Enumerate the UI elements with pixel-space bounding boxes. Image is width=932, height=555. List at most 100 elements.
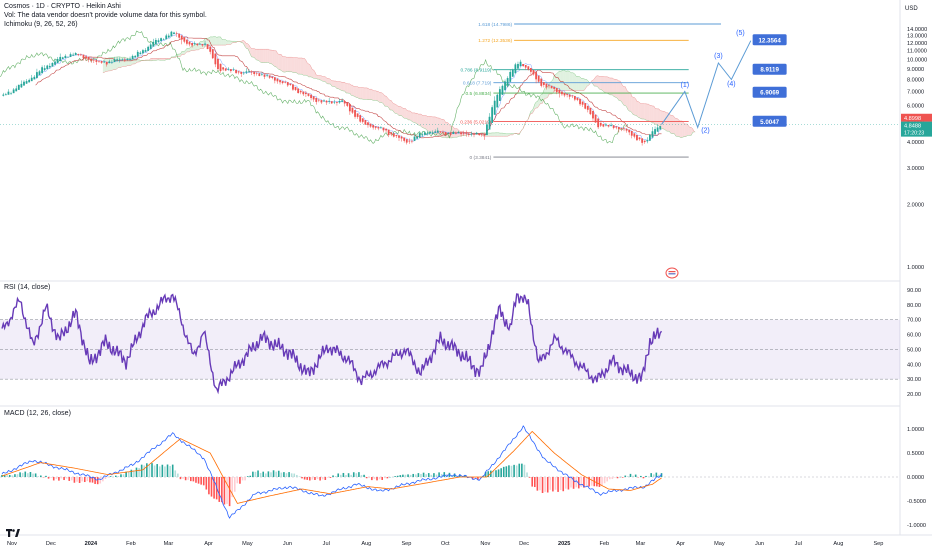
candle-body[interactable] bbox=[323, 100, 325, 101]
candle-body[interactable] bbox=[302, 91, 304, 94]
candle-body[interactable] bbox=[517, 64, 519, 69]
candle-body[interactable] bbox=[618, 127, 620, 129]
candle-body[interactable] bbox=[124, 60, 126, 61]
candle-body[interactable] bbox=[49, 66, 51, 67]
candle-body[interactable] bbox=[274, 77, 276, 80]
wave-label[interactable]: (3) bbox=[714, 53, 723, 60]
candle-body[interactable] bbox=[478, 134, 480, 135]
candle-body[interactable] bbox=[31, 78, 33, 81]
candle-body[interactable] bbox=[445, 132, 447, 135]
candle-body[interactable] bbox=[145, 50, 147, 52]
candle-body[interactable] bbox=[411, 141, 413, 142]
candle-body[interactable] bbox=[326, 101, 328, 103]
symbol-title[interactable]: Cosmos · 1D · CRYPTO · Heikin Ashi bbox=[4, 3, 121, 10]
candle-body[interactable] bbox=[230, 69, 232, 71]
candle-body[interactable] bbox=[171, 32, 173, 37]
candle-body[interactable] bbox=[494, 101, 496, 115]
rsi-legend[interactable]: RSI (14, close) bbox=[4, 284, 50, 291]
candle-body[interactable] bbox=[227, 69, 229, 70]
candle-body[interactable] bbox=[212, 49, 214, 58]
candle-body[interactable] bbox=[481, 134, 483, 135]
candle-body[interactable] bbox=[116, 59, 118, 60]
candle-body[interactable] bbox=[23, 82, 25, 86]
candle-body[interactable] bbox=[160, 38, 162, 41]
candle-body[interactable] bbox=[574, 96, 576, 100]
candle-body[interactable] bbox=[372, 125, 374, 127]
candle-body[interactable] bbox=[641, 138, 643, 142]
candle-body[interactable] bbox=[522, 64, 524, 66]
candle-body[interactable] bbox=[380, 127, 382, 128]
candle-body[interactable] bbox=[525, 65, 527, 68]
candle-body[interactable] bbox=[39, 71, 41, 75]
candle-body[interactable] bbox=[310, 95, 312, 98]
candle-body[interactable] bbox=[615, 127, 617, 128]
candle-body[interactable] bbox=[2, 95, 4, 96]
candle-body[interactable] bbox=[551, 86, 553, 88]
candle-body[interactable] bbox=[600, 123, 602, 126]
candle-body[interactable] bbox=[571, 96, 573, 97]
wave-label[interactable]: (2) bbox=[701, 127, 710, 134]
candle-body[interactable] bbox=[258, 73, 260, 76]
candle-body[interactable] bbox=[483, 135, 485, 136]
candle-body[interactable] bbox=[282, 81, 284, 83]
candle-body[interactable] bbox=[424, 132, 426, 134]
candle-body[interactable] bbox=[496, 95, 498, 108]
candle-body[interactable] bbox=[248, 71, 250, 72]
candle-body[interactable] bbox=[220, 64, 222, 71]
candle-body[interactable] bbox=[225, 68, 227, 70]
candle-body[interactable] bbox=[450, 133, 452, 134]
candle-body[interactable] bbox=[121, 59, 123, 60]
candle-body[interactable] bbox=[313, 96, 315, 99]
candle-body[interactable] bbox=[72, 55, 74, 56]
candle-body[interactable] bbox=[181, 36, 183, 40]
candle-body[interactable] bbox=[238, 71, 240, 72]
candle-body[interactable] bbox=[489, 117, 491, 130]
candle-body[interactable] bbox=[127, 59, 129, 60]
candle-body[interactable] bbox=[33, 77, 35, 80]
candle-body[interactable] bbox=[183, 38, 185, 42]
candle-body[interactable] bbox=[328, 101, 330, 102]
candle-body[interactable] bbox=[398, 136, 400, 138]
candle-body[interactable] bbox=[305, 93, 307, 94]
candle-body[interactable] bbox=[292, 84, 294, 89]
candle-body[interactable] bbox=[178, 34, 180, 38]
ichimoku-legend[interactable]: Ichimoku (9, 26, 52, 26) bbox=[4, 21, 78, 28]
candle-body[interactable] bbox=[491, 107, 493, 123]
candle-body[interactable] bbox=[533, 70, 535, 75]
candle-body[interactable] bbox=[108, 61, 110, 63]
candle-body[interactable] bbox=[202, 44, 204, 45]
wave-label[interactable]: (5) bbox=[736, 30, 745, 37]
candle-body[interactable] bbox=[605, 125, 607, 126]
candle-body[interactable] bbox=[509, 72, 511, 82]
candle-body[interactable] bbox=[548, 85, 550, 86]
candle-body[interactable] bbox=[432, 132, 434, 133]
candle-body[interactable] bbox=[75, 53, 77, 55]
candle-body[interactable] bbox=[186, 40, 188, 44]
candle-body[interactable] bbox=[165, 35, 167, 39]
candle-body[interactable] bbox=[367, 122, 369, 125]
candle-body[interactable] bbox=[339, 101, 341, 103]
candle-body[interactable] bbox=[129, 59, 131, 60]
candle-body[interactable] bbox=[158, 40, 160, 42]
candle-body[interactable] bbox=[266, 75, 268, 76]
candle-body[interactable] bbox=[269, 75, 271, 77]
candle-body[interactable] bbox=[344, 101, 346, 103]
candle-body[interactable] bbox=[189, 42, 191, 45]
candle-body[interactable] bbox=[36, 72, 38, 78]
candle-body[interactable] bbox=[321, 100, 323, 102]
candle-body[interactable] bbox=[207, 44, 209, 49]
candle-body[interactable] bbox=[10, 93, 12, 94]
candle-body[interactable] bbox=[103, 62, 105, 63]
candle-body[interactable] bbox=[393, 133, 395, 136]
candle-body[interactable] bbox=[83, 55, 85, 58]
candle-body[interactable] bbox=[277, 79, 279, 81]
candle-body[interactable] bbox=[295, 87, 297, 90]
candle-body[interactable] bbox=[595, 115, 597, 123]
candle-body[interactable] bbox=[119, 59, 121, 60]
candle-body[interactable] bbox=[458, 132, 460, 133]
candle-body[interactable] bbox=[520, 62, 522, 67]
candle-body[interactable] bbox=[556, 88, 558, 92]
candle-body[interactable] bbox=[134, 56, 136, 58]
candle-body[interactable] bbox=[279, 80, 281, 82]
candle-body[interactable] bbox=[390, 132, 392, 134]
